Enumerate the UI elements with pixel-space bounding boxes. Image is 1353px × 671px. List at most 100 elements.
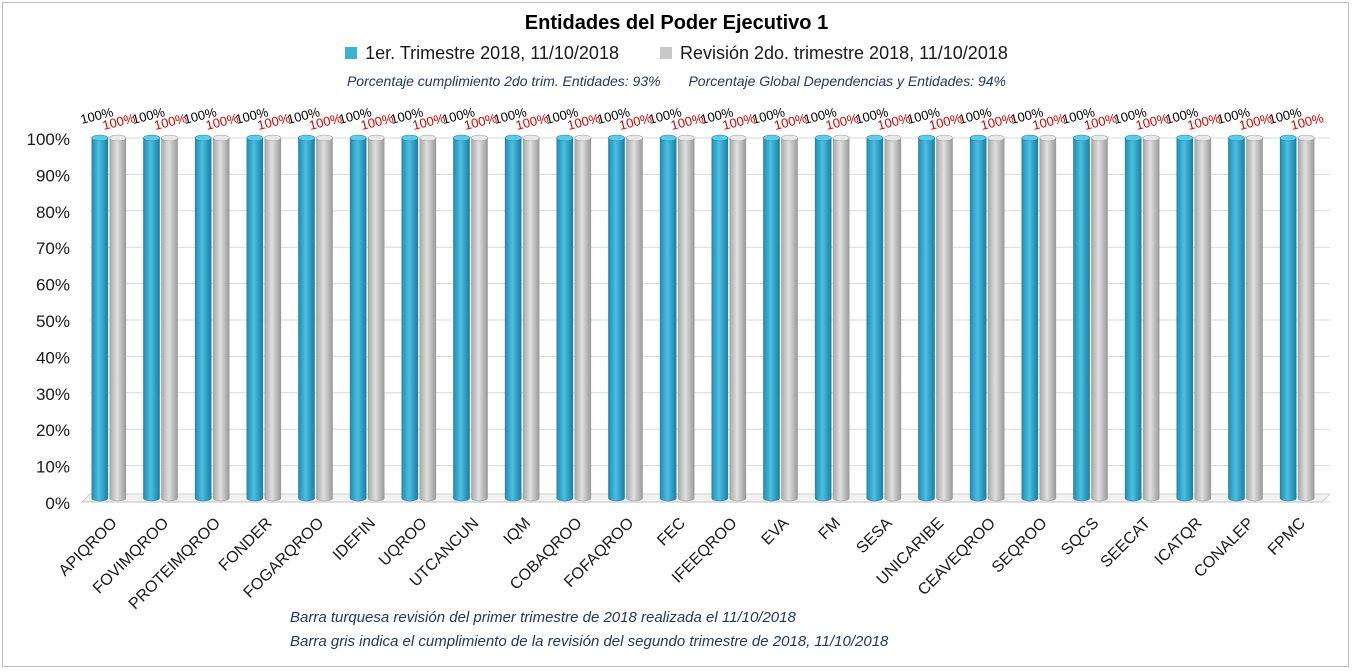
bar-top-series-2 — [626, 134, 643, 142]
bar-series-2 — [1297, 137, 1315, 502]
legend-label-series-1: 1er. Trimestre 2018, 11/10/2018 — [365, 43, 619, 63]
y-tick-label: 30% — [36, 385, 70, 404]
x-tick-label: SEQROO — [989, 515, 1051, 577]
bar-top-series-2 — [832, 134, 850, 142]
bar-series-2 — [367, 137, 385, 502]
bar-top-series-1 — [1124, 134, 1142, 142]
legend-swatch-turquoise — [345, 47, 358, 59]
bar-top-series-1 — [711, 134, 729, 142]
bar-series-1 — [401, 137, 419, 502]
bar-top-series-1 — [298, 134, 315, 142]
bar-top-series-2 — [677, 134, 695, 142]
bar-series-1 — [1021, 137, 1039, 502]
bar-top-series-1 — [763, 134, 780, 142]
bar-series-1 — [1073, 137, 1090, 502]
x-tick-label: FPMC — [1265, 515, 1309, 559]
bar-series-2 — [1142, 137, 1160, 502]
bar-series-2 — [884, 137, 902, 502]
bar-top-series-2 — [1297, 134, 1315, 142]
y-tick-label: 100% — [27, 130, 70, 149]
bar-series-2 — [161, 137, 178, 502]
bar-series-2 — [522, 137, 540, 502]
y-tick-label: 80% — [36, 203, 70, 222]
x-tick-label: FEC — [654, 515, 689, 550]
bar-series-1 — [298, 137, 315, 502]
bar-series-2 — [781, 137, 798, 502]
bar-top-series-1 — [1021, 134, 1039, 142]
bar-top-series-2 — [987, 134, 1005, 142]
y-tick-label: 60% — [36, 276, 70, 295]
bar-series-2 — [109, 137, 127, 502]
bar-top-series-1 — [91, 134, 109, 142]
bar-series-2 — [316, 137, 333, 502]
bar-top-series-2 — [1039, 134, 1057, 142]
y-tick-label: 50% — [36, 312, 70, 331]
bar-series-2 — [471, 137, 488, 502]
y-tick-label: 10% — [36, 458, 70, 477]
bar-top-series-2 — [367, 134, 385, 142]
bar-top-series-2 — [729, 134, 747, 142]
bar-top-series-2 — [884, 134, 902, 142]
bar-series-2 — [1194, 137, 1212, 502]
bar-top-series-1 — [401, 134, 419, 142]
chart-subtitle: Porcentaje cumplimiento 2do trim. Entida… — [0, 73, 1353, 89]
bar-series-2 — [264, 137, 282, 502]
bar-series-1 — [1176, 137, 1194, 502]
bar-series-1 — [246, 137, 264, 502]
bar-top-series-1 — [143, 134, 160, 142]
legend-item-series-1: 1er. Trimestre 2018, 11/10/2018 — [345, 43, 619, 64]
y-tick-label: 70% — [36, 239, 70, 258]
bar-series-1 — [1228, 137, 1245, 502]
bar-series-2 — [832, 137, 850, 502]
bar-series-2 — [1091, 137, 1108, 502]
bar-top-series-1 — [246, 134, 264, 142]
bar-series-2 — [677, 137, 695, 502]
bar-top-series-1 — [969, 134, 987, 142]
note-gray-bar: Barra gris indica el cumplimiento de la … — [290, 633, 889, 650]
bar-top-series-2 — [161, 134, 178, 142]
x-tick-label: SESA — [853, 515, 895, 557]
bar-top-series-2 — [264, 134, 282, 142]
bar-series-1 — [659, 137, 677, 502]
subtitle-global-percentage: Porcentaje Global Dependencias y Entidad… — [688, 73, 1007, 89]
x-tick-label: SQCS — [1058, 515, 1102, 559]
bar-series-1 — [349, 137, 367, 502]
bar-series-2 — [626, 137, 643, 502]
bar-series-1 — [91, 137, 109, 502]
bar-top-series-1 — [814, 134, 832, 142]
bar-top-series-2 — [781, 134, 798, 142]
x-tick-label: FM — [816, 515, 844, 543]
bar-series-1 — [194, 137, 212, 502]
chart-notes: Barra turquesa revisión del primer trime… — [290, 606, 888, 654]
y-tick-label: 90% — [36, 166, 70, 185]
bar-series-2 — [1039, 137, 1057, 502]
bar-top-series-2 — [109, 134, 127, 142]
bar-top-series-2 — [212, 134, 230, 142]
bar-top-series-1 — [659, 134, 677, 142]
bar-series-2 — [1246, 137, 1263, 502]
bar-series-2 — [212, 137, 230, 502]
subtitle-entities-percentage: Porcentaje cumplimiento 2do trim. Entida… — [346, 73, 661, 89]
bar-series-1 — [711, 137, 729, 502]
bar-top-series-2 — [1194, 134, 1212, 142]
x-tick-label: PROTEIMQROO — [126, 515, 224, 613]
bar-series-2 — [729, 137, 747, 502]
bar-top-series-1 — [1073, 134, 1090, 142]
bar-top-series-2 — [574, 134, 592, 142]
legend: 1er. Trimestre 2018, 11/10/2018 Revisión… — [0, 43, 1353, 64]
bar-top-series-1 — [504, 134, 522, 142]
bar-top-series-1 — [1279, 134, 1297, 142]
bar-top-series-1 — [194, 134, 212, 142]
bar-top-series-2 — [419, 134, 437, 142]
bar-top-series-1 — [556, 134, 574, 142]
bar-top-series-2 — [471, 134, 488, 142]
bar-top-series-1 — [866, 134, 884, 142]
bar-series-1 — [763, 137, 780, 502]
y-tick-label: 20% — [36, 421, 70, 440]
bar-series-1 — [453, 137, 470, 502]
legend-item-series-2: Revisión 2do. trimestre 2018, 11/10/2018 — [659, 43, 1008, 64]
chart-title: Entidades del Poder Ejecutivo 1 — [524, 12, 829, 34]
bar-series-2 — [574, 137, 592, 502]
bar-top-series-1 — [453, 134, 470, 142]
